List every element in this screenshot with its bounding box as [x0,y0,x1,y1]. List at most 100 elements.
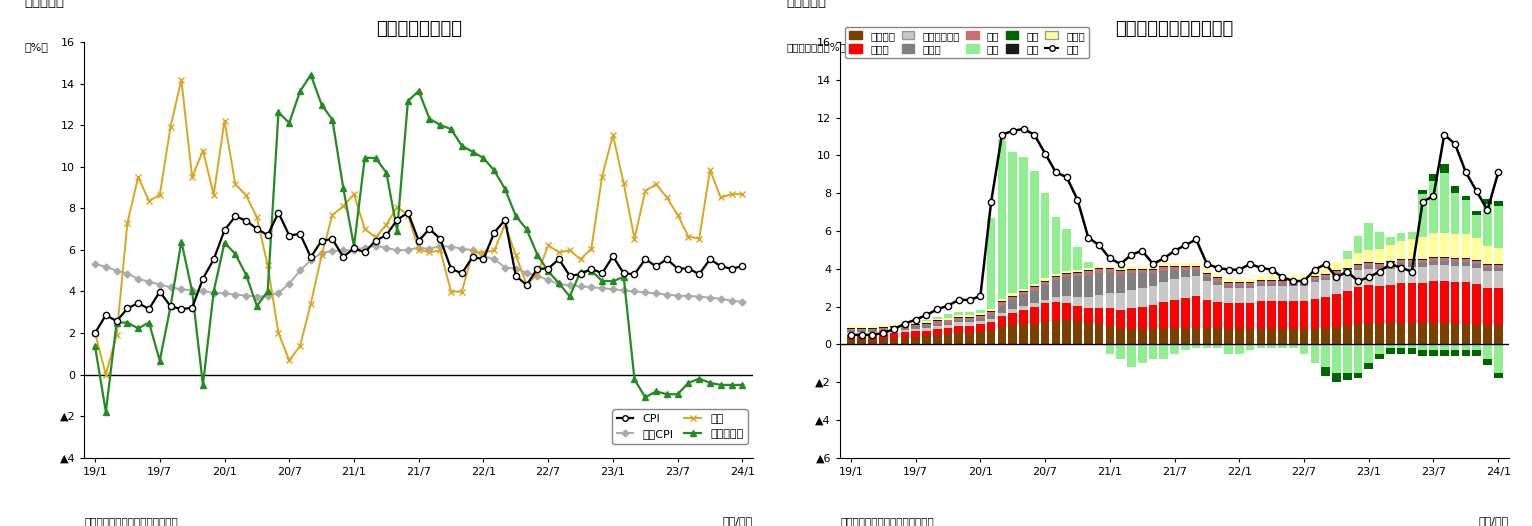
Bar [965,320,974,322]
Bar [1365,266,1373,269]
Bar [1310,282,1319,299]
Bar [901,323,908,325]
Bar [1429,281,1439,322]
Bar [1333,275,1340,277]
Bar [1246,345,1255,350]
Bar [1235,279,1244,282]
Bar [1246,303,1255,329]
Bar [1321,328,1330,345]
Bar [1462,345,1471,350]
Bar [922,328,931,330]
Bar [1170,267,1180,270]
Bar [1138,345,1146,363]
Line: 燃料・電力: 燃料・電力 [92,72,746,416]
Bar [1106,266,1114,268]
Bar [1040,285,1049,300]
CPI [86,330,104,336]
Bar [1419,350,1426,356]
Bar [1288,280,1298,281]
Bar [1419,267,1426,284]
食品 [172,76,190,83]
Bar [1203,277,1212,281]
Bar [1397,263,1405,267]
Bar [1106,326,1114,345]
Bar [1267,329,1276,345]
Bar [1333,294,1340,327]
Bar [1376,286,1383,323]
Bar [1397,345,1405,348]
Bar [1483,345,1492,359]
Bar [1278,345,1287,348]
Bar [1246,278,1255,282]
Bar [1419,190,1426,194]
Bar [1040,281,1049,285]
Bar [1354,325,1362,345]
Bar [944,325,953,328]
Bar [1419,345,1426,350]
食品 [496,221,515,228]
Bar [1170,266,1180,267]
燃料・電力 [668,391,686,398]
燃料・電力 [496,186,515,192]
Bar [1106,308,1114,326]
CPI [216,227,234,233]
Bar [1288,284,1298,286]
Bar [1128,308,1135,329]
Bar [1117,267,1124,270]
食品 [237,193,256,199]
Bar [879,339,887,345]
Text: （%）: （%） [25,42,47,52]
Bar [987,322,996,331]
Bar [1062,273,1071,274]
Bar [1051,297,1060,302]
Bar [1095,325,1103,345]
Bar [869,326,876,328]
Bar [997,327,1007,345]
Bar [1203,300,1212,328]
Bar [1051,274,1060,276]
Bar [1149,269,1157,270]
Bar [879,327,887,328]
Bar [1397,259,1405,260]
Bar [858,339,866,345]
Bar [1278,284,1287,286]
Bar [1062,271,1071,273]
Bar [1333,372,1340,382]
Bar [1344,259,1351,268]
Bar [1095,269,1103,272]
Bar [1408,263,1416,267]
Bar [987,218,996,309]
Bar [976,310,985,313]
Bar [954,320,964,322]
Bar [1344,372,1351,380]
Bar [1386,348,1394,354]
Bar [1419,194,1426,237]
Bar [1117,270,1124,271]
食品 [334,203,352,209]
Bar [1106,268,1114,269]
Bar [997,138,1007,299]
Bar [1192,345,1201,348]
Title: 食品価格指数の要因分解: 食品価格指数の要因分解 [1115,20,1233,38]
Bar [1072,247,1082,270]
Bar [1299,286,1308,301]
Bar [1440,234,1449,257]
Bar [1095,295,1103,308]
Bar [1117,310,1124,328]
Bar [1310,280,1319,282]
Bar [922,323,931,324]
Bar [1472,216,1481,238]
Bar [1365,223,1373,250]
Bar [933,320,942,321]
Bar [1030,291,1039,304]
Bar [997,299,1007,301]
Bar [1419,322,1426,345]
Bar [1419,237,1426,259]
Bar [954,318,964,320]
Bar [1408,239,1416,259]
食品 [86,330,104,336]
Bar [1128,269,1135,270]
Bar [965,317,974,318]
Bar [1472,264,1481,268]
Bar [1344,274,1351,291]
